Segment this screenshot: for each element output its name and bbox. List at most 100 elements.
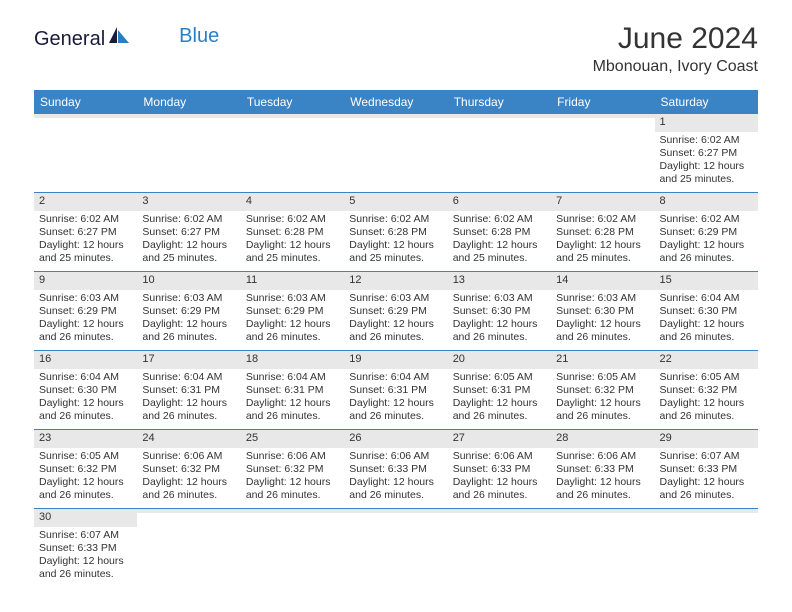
daylight: Daylight: 12 hours and 26 minutes. [453, 318, 546, 344]
sunset: Sunset: 6:30 PM [39, 384, 132, 397]
sunrise: Sunrise: 6:03 AM [142, 292, 235, 305]
calendar-cell-empty [241, 114, 344, 192]
day-number: 22 [655, 351, 758, 369]
day-header: Saturday [655, 90, 758, 114]
sunset: Sunset: 6:32 PM [660, 384, 753, 397]
calendar-cell-empty [448, 114, 551, 192]
calendar-cell: 27Sunrise: 6:06 AMSunset: 6:33 PMDayligh… [448, 430, 551, 508]
sunset: Sunset: 6:31 PM [246, 384, 339, 397]
day-details: Sunrise: 6:04 AMSunset: 6:31 PMDaylight:… [344, 369, 447, 428]
daylight: Daylight: 12 hours and 26 minutes. [660, 397, 753, 423]
daylight: Daylight: 12 hours and 26 minutes. [246, 318, 339, 344]
day-number: 4 [241, 193, 344, 211]
brand-blue: Blue [179, 25, 219, 48]
day-header: Sunday [34, 90, 137, 114]
calendar-cell: 29Sunrise: 6:07 AMSunset: 6:33 PMDayligh… [655, 430, 758, 508]
sunrise: Sunrise: 6:06 AM [142, 450, 235, 463]
day-number [241, 509, 344, 513]
sunrise: Sunrise: 6:06 AM [246, 450, 339, 463]
sunrise: Sunrise: 6:03 AM [349, 292, 442, 305]
calendar-week: 30 Sunrise: 6:07 AMSunset: 6:33 PMDayligh… [34, 509, 758, 587]
day-number: 9 [34, 272, 137, 290]
calendar-cell-empty [551, 114, 654, 192]
day-details: Sunrise: 6:03 AMSunset: 6:29 PMDaylight:… [137, 290, 240, 349]
day-details: Sunrise: 6:06 AMSunset: 6:32 PMDaylight:… [137, 448, 240, 507]
daylight: Daylight: 12 hours and 26 minutes. [556, 318, 649, 344]
day-number: 15 [655, 272, 758, 290]
sunset: Sunset: 6:33 PM [349, 463, 442, 476]
day-number: 10 [137, 272, 240, 290]
calendar-cell-empty [137, 114, 240, 192]
sunrise: Sunrise: 6:06 AM [349, 450, 442, 463]
day-number: 28 [551, 430, 654, 448]
day-details: Sunrise: 6:02 AMSunset: 6:29 PMDaylight:… [655, 211, 758, 270]
sunrise: Sunrise: 6:04 AM [142, 371, 235, 384]
brand-logo: General Blue [34, 28, 219, 51]
day-number: 12 [344, 272, 447, 290]
calendar-week: 9Sunrise: 6:03 AMSunset: 6:29 PMDaylight… [34, 272, 758, 351]
calendar-cell: 13Sunrise: 6:03 AMSunset: 6:30 PMDayligh… [448, 272, 551, 350]
day-number [448, 509, 551, 513]
day-number [448, 114, 551, 118]
calendar-cell-empty [655, 509, 758, 587]
daylight: Daylight: 12 hours and 26 minutes. [349, 397, 442, 423]
calendar-cell: 19Sunrise: 6:04 AMSunset: 6:31 PMDayligh… [344, 351, 447, 429]
sunrise: Sunrise: 6:05 AM [453, 371, 546, 384]
calendar-cell: 24Sunrise: 6:06 AMSunset: 6:32 PMDayligh… [137, 430, 240, 508]
calendar-cell-empty [137, 509, 240, 587]
day-number [551, 114, 654, 118]
sunset: Sunset: 6:33 PM [39, 542, 132, 555]
calendar-body: 1Sunrise: 6:02 AMSunset: 6:27 PMDaylight… [34, 114, 758, 587]
day-details: Sunrise: 6:02 AMSunset: 6:27 PMDaylight:… [655, 132, 758, 191]
day-number: 6 [448, 193, 551, 211]
calendar-cell: 11Sunrise: 6:03 AMSunset: 6:29 PMDayligh… [241, 272, 344, 350]
day-number: 16 [34, 351, 137, 369]
day-number: 30 [34, 509, 137, 527]
sunset: Sunset: 6:29 PM [39, 305, 132, 318]
sunrise: Sunrise: 6:03 AM [556, 292, 649, 305]
day-number: 7 [551, 193, 654, 211]
daylight: Daylight: 12 hours and 26 minutes. [142, 397, 235, 423]
sunrise: Sunrise: 6:03 AM [246, 292, 339, 305]
daylight: Daylight: 12 hours and 25 minutes. [660, 160, 753, 186]
day-details: Sunrise: 6:04 AMSunset: 6:30 PMDaylight:… [655, 290, 758, 349]
day-details: Sunrise: 6:06 AMSunset: 6:33 PMDaylight:… [551, 448, 654, 507]
sunrise: Sunrise: 6:04 AM [39, 371, 132, 384]
calendar: Sunday Monday Tuesday Wednesday Thursday… [34, 90, 758, 587]
calendar-cell: 6Sunrise: 6:02 AMSunset: 6:28 PMDaylight… [448, 193, 551, 271]
calendar-cell: 5Sunrise: 6:02 AMSunset: 6:28 PMDaylight… [344, 193, 447, 271]
calendar-cell: 28Sunrise: 6:06 AMSunset: 6:33 PMDayligh… [551, 430, 654, 508]
day-number: 24 [137, 430, 240, 448]
day-details: Sunrise: 6:03 AMSunset: 6:30 PMDaylight:… [551, 290, 654, 349]
daylight: Daylight: 12 hours and 26 minutes. [660, 318, 753, 344]
brand-general: General [34, 28, 105, 51]
sunrise: Sunrise: 6:07 AM [39, 529, 132, 542]
sunset: Sunset: 6:32 PM [556, 384, 649, 397]
day-number [551, 509, 654, 513]
day-number: 1 [655, 114, 758, 132]
sunrise: Sunrise: 6:04 AM [246, 371, 339, 384]
day-details: Sunrise: 6:03 AMSunset: 6:29 PMDaylight:… [241, 290, 344, 349]
sunrise: Sunrise: 6:02 AM [349, 213, 442, 226]
day-details: Sunrise: 6:06 AMSunset: 6:32 PMDaylight:… [241, 448, 344, 507]
sunset: Sunset: 6:33 PM [660, 463, 753, 476]
day-number: 26 [344, 430, 447, 448]
day-details: Sunrise: 6:03 AMSunset: 6:29 PMDaylight:… [344, 290, 447, 349]
daylight: Daylight: 12 hours and 26 minutes. [39, 555, 132, 581]
sunset: Sunset: 6:30 PM [556, 305, 649, 318]
day-header: Tuesday [241, 90, 344, 114]
day-details: Sunrise: 6:02 AMSunset: 6:27 PMDaylight:… [137, 211, 240, 270]
calendar-cell: 26Sunrise: 6:06 AMSunset: 6:33 PMDayligh… [344, 430, 447, 508]
calendar-cell: 9Sunrise: 6:03 AMSunset: 6:29 PMDaylight… [34, 272, 137, 350]
day-details: Sunrise: 6:05 AMSunset: 6:31 PMDaylight:… [448, 369, 551, 428]
day-number: 25 [241, 430, 344, 448]
sunset: Sunset: 6:32 PM [246, 463, 339, 476]
day-number [137, 114, 240, 118]
calendar-cell: 4Sunrise: 6:02 AMSunset: 6:28 PMDaylight… [241, 193, 344, 271]
day-number: 2 [34, 193, 137, 211]
sunset: Sunset: 6:27 PM [142, 226, 235, 239]
day-number [34, 114, 137, 118]
day-details: Sunrise: 6:06 AMSunset: 6:33 PMDaylight:… [448, 448, 551, 507]
sunrise: Sunrise: 6:02 AM [246, 213, 339, 226]
day-number: 14 [551, 272, 654, 290]
